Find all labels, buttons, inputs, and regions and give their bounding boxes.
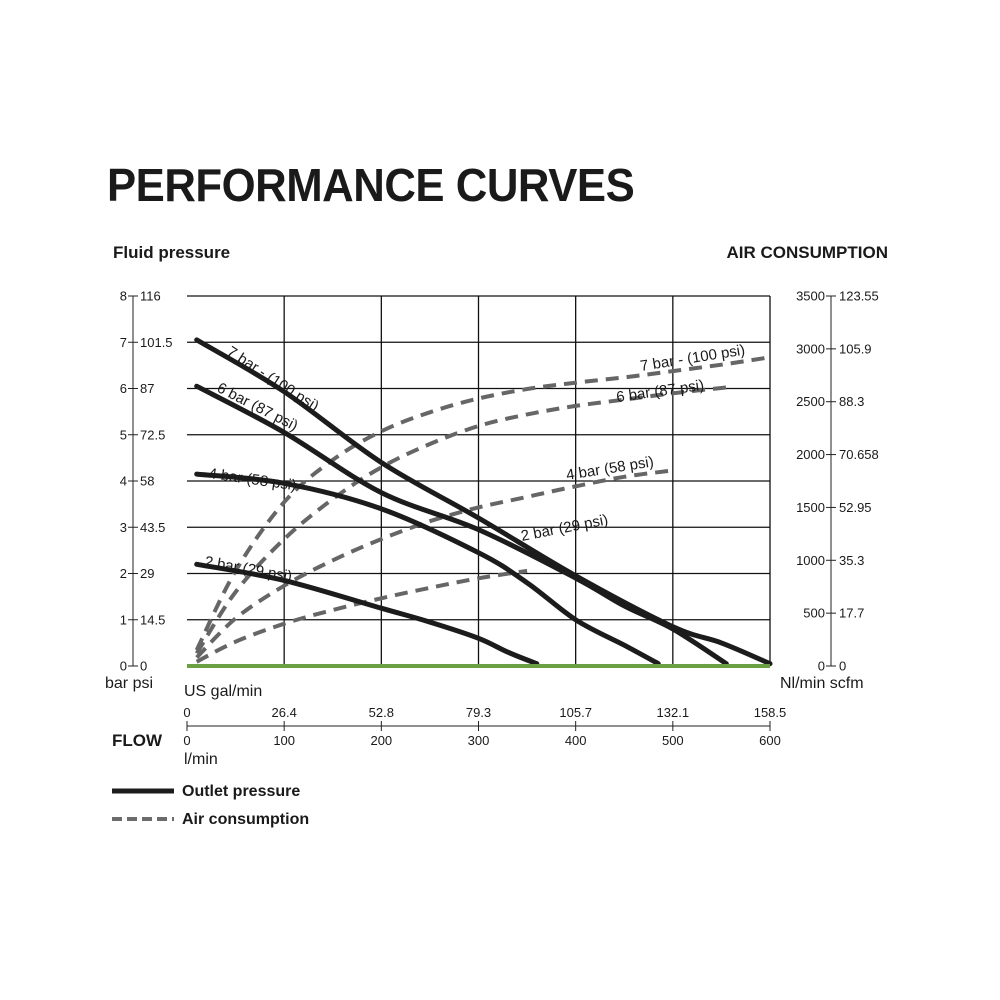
left-tick-label-psi: 101.5 [140,335,173,350]
left-tick-label-bar: 0 [120,659,127,674]
x-tick-label-usgal: 105.7 [559,705,592,720]
right-tick-label-nlmin: 0 [818,659,825,674]
air-consumption-series-line [195,384,732,655]
right-tick-label-nlmin: 2500 [796,394,825,409]
x-tick-label-lmin: 200 [370,733,392,748]
x-axis-title: FLOW [112,731,163,750]
left-tick-label-bar: 2 [120,566,127,581]
right-tick-label-scfm: 70.658 [839,447,879,462]
x-tick-label-lmin: 500 [662,733,684,748]
right-tick-label-nlmin: 2000 [796,447,825,462]
right-tick-label-scfm: 35.3 [839,553,864,568]
x-tick-label-usgal: 132.1 [657,705,690,720]
x-tick-label-usgal: 0 [183,705,190,720]
left-tick-label-psi: 29 [140,566,154,581]
outlet-pressure-series-line [194,383,729,667]
series-label-air: 6 bar (87 psi) [615,377,705,406]
x-tick-label-usgal: 79.3 [466,705,491,720]
air-consumption-series-line [195,468,674,659]
x-tick-label-usgal: 52.8 [369,705,394,720]
x-tick-label-usgal: 26.4 [272,705,297,720]
x-tick-label-lmin: 300 [468,733,490,748]
right-tick-label-scfm: 105.9 [839,341,872,356]
right-axis-title: AIR CONSUMPTION [726,243,889,262]
outlet-pressure-series-line [194,471,661,667]
x-tick-label-lmin: 400 [565,733,587,748]
left-tick-label-psi: 58 [140,474,154,489]
x-tick-label-lmin: 600 [759,733,781,748]
right-tick-label-nlmin: 500 [803,606,825,621]
x-axis-unit-lmin: l/min [184,751,218,768]
right-tick-label-scfm: 88.3 [839,394,864,409]
right-tick-label-nlmin: 3000 [796,341,825,356]
left-tick-label-psi: 0 [140,659,147,674]
left-tick-label-psi: 87 [140,381,154,396]
left-tick-label-bar: 7 [120,335,127,350]
right-tick-label-nlmin: 3500 [796,289,825,304]
legend-label-air: Air consumption [182,811,309,828]
outlet-pressure-series-line [194,561,540,667]
right-tick-label-scfm: 123.55 [839,289,879,304]
right-tick-label-nlmin: 1500 [796,500,825,515]
left-tick-label-bar: 5 [120,427,127,442]
left-tick-label-psi: 116 [140,289,161,304]
left-tick-label-bar: 4 [120,474,127,489]
right-tick-label-nlmin: 1000 [796,553,825,568]
outlet-pressure-series-line [194,337,773,667]
right-tick-label-scfm: 52.95 [839,500,872,515]
x-tick-label-lmin: 100 [273,733,295,748]
air-consumption-series-line [194,355,771,651]
left-tick-label-bar: 3 [120,520,127,535]
left-axis-units: bar psi [105,675,153,692]
left-tick-label-psi: 43.5 [140,520,165,535]
right-tick-label-scfm: 17.7 [839,606,864,621]
right-axis-units: Nl/min scfm [780,675,864,692]
left-tick-label-psi: 72.5 [140,427,165,442]
x-tick-label-usgal: 158.5 [754,705,787,720]
page-title: PERFORMANCE CURVES [107,159,635,211]
right-tick-label-scfm: 0 [839,659,846,674]
left-tick-label-bar: 8 [120,289,127,304]
series-label-outlet: 2 bar (29 psi) [203,553,293,585]
left-tick-label-psi: 14.5 [140,612,165,627]
series-label-air: 4 bar (58 psi) [565,453,655,484]
left-tick-label-bar: 1 [120,612,127,627]
x-tick-label-lmin: 0 [183,733,190,748]
air-consumption-series-line [195,568,528,664]
left-axis-title: Fluid pressure [113,243,231,262]
left-tick-label-bar: 6 [120,381,127,396]
x-axis-unit-usgal: US gal/min [184,683,262,700]
series-label-air: 2 bar (29 psi) [520,511,610,545]
legend-label-outlet: Outlet pressure [182,783,300,800]
